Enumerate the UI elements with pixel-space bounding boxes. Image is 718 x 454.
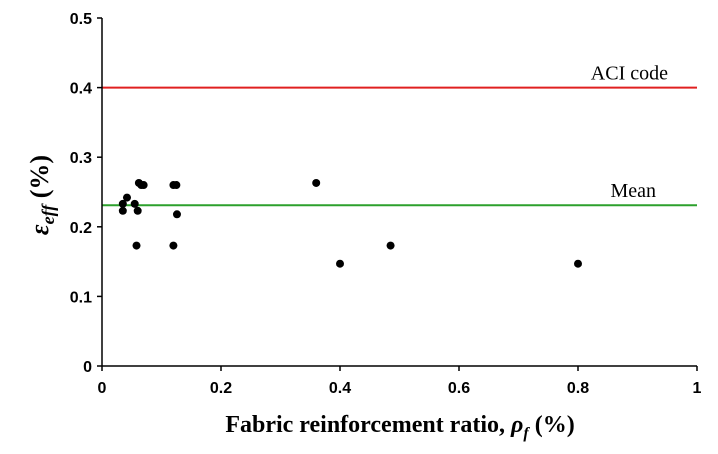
data-point xyxy=(139,181,148,190)
data-point xyxy=(169,241,178,250)
y-axis-title-subscript: eff xyxy=(38,203,58,225)
x-tick-label: 0 xyxy=(98,380,107,397)
mean-label: Mean xyxy=(610,180,656,202)
y-tick-label: 0 xyxy=(83,359,92,376)
data-point xyxy=(133,206,142,215)
data-point xyxy=(118,206,127,215)
data-points xyxy=(118,178,582,268)
data-point xyxy=(312,178,321,187)
x-tick-label: 0.8 xyxy=(567,380,589,397)
x-axis-title: Fabric reinforcement ratio, ρf (%) xyxy=(225,412,574,442)
y-axis-title-unit: (%) xyxy=(25,155,54,205)
x-tick-label: 1 xyxy=(693,380,702,397)
y-ticks: 0 0.1 0.2 0.3 0.4 0.5 xyxy=(70,11,102,376)
y-axis-title: εeff (%) xyxy=(25,155,58,235)
y-tick-label: 0.5 xyxy=(70,11,92,28)
data-point xyxy=(574,259,582,268)
data-point xyxy=(122,193,131,202)
x-axis-title-symbol: ρ xyxy=(510,412,523,438)
line-annotations: ACI code Mean xyxy=(591,63,668,203)
aci-code-label: ACI code xyxy=(591,63,668,85)
data-point xyxy=(172,181,181,190)
y-tick-label: 0.4 xyxy=(70,81,92,98)
reference-lines xyxy=(102,86,697,207)
data-point xyxy=(130,199,139,208)
y-axis-title-symbol: ε xyxy=(25,224,54,235)
data-point xyxy=(132,241,141,250)
data-point xyxy=(172,210,181,219)
y-tick-label: 0.2 xyxy=(70,220,92,237)
y-tick-label: 0.1 xyxy=(70,289,92,306)
x-axis-title-main: Fabric reinforcement ratio, xyxy=(225,412,511,438)
y-tick-label: 0.3 xyxy=(70,150,92,167)
x-tick-label: 0.6 xyxy=(448,380,470,397)
data-point xyxy=(336,259,344,268)
x-axis-title-unit: (%) xyxy=(529,412,575,438)
x-tick-label: 0.4 xyxy=(329,380,351,397)
x-axis-title-subscript: f xyxy=(523,425,530,442)
axes xyxy=(101,18,697,367)
data-point xyxy=(118,199,127,208)
x-tick-label: 0.2 xyxy=(210,380,232,397)
data-point xyxy=(386,241,395,250)
x-ticks: 0 0.2 0.4 0.6 0.8 1 xyxy=(98,366,702,397)
